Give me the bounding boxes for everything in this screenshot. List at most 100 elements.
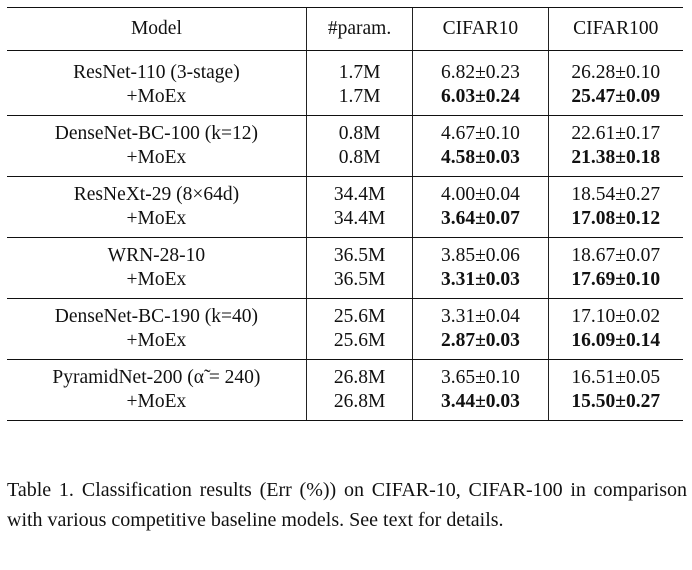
cell-cifar100: 21.38±0.18 <box>547 146 683 177</box>
cell-model: +MoEx <box>7 390 307 421</box>
cell-params-value: 34.4M <box>333 184 386 205</box>
cell-params: 1.7M <box>305 85 413 116</box>
cell-cifar10-value: 3.31±0.04 <box>440 306 520 327</box>
cell-cifar10: 4.67±0.10 <box>412 115 549 146</box>
table-row: DenseNet-BC-100 (k=12) 0.8M 4.67±0.10 22.61… <box>7 115 683 147</box>
cell-cifar100-value: 22.61±0.17 <box>571 123 661 144</box>
table-group: DenseNet-BC-190 (k=40) 25.6M 3.31±0.04 17.1… <box>7 298 683 360</box>
cell-model-value: ResNeXt-29 (8×64d) <box>73 184 240 205</box>
cell-cifar100: 25.47±0.09 <box>547 85 683 116</box>
header-model: Model <box>7 7 307 51</box>
cell-cifar10: 3.31±0.03 <box>412 268 549 299</box>
cell-cifar10-value: 3.44±0.03 <box>440 391 520 412</box>
cell-cifar100: 17.08±0.12 <box>547 207 683 238</box>
cell-cifar10: 3.44±0.03 <box>412 390 549 421</box>
cell-params-value: 25.6M <box>333 330 386 351</box>
cell-cifar10-value: 3.65±0.10 <box>440 367 520 388</box>
cell-cifar10: 6.03±0.24 <box>412 85 549 116</box>
cell-cifar10: 3.64±0.07 <box>412 207 549 238</box>
cell-cifar10: 2.87±0.03 <box>412 329 549 360</box>
cell-cifar10-value: 3.31±0.03 <box>440 269 520 290</box>
header-params: #param. <box>305 7 413 51</box>
cell-model-value: DenseNet-BC-100 (k=12) <box>54 123 259 144</box>
cell-cifar100: 17.10±0.02 <box>547 298 683 329</box>
cell-model-value: +MoEx <box>126 86 187 107</box>
cell-cifar100: 18.67±0.07 <box>547 237 683 268</box>
cell-params-value: 0.8M <box>338 147 381 168</box>
cell-params: 1.7M <box>305 50 413 85</box>
cell-cifar100-value: 16.51±0.05 <box>571 367 661 388</box>
cell-params: 26.8M <box>305 359 413 390</box>
cell-cifar10: 6.82±0.23 <box>412 50 549 85</box>
cell-cifar10-value: 4.67±0.10 <box>440 123 520 144</box>
table-row: ResNet-110 (3-stage) 1.7M 6.82±0.23 26.28±0… <box>7 50 683 85</box>
table-row: +MoEx 1.7M 6.03±0.24 25.47±0.09 <box>7 85 683 116</box>
cell-cifar100-value: 18.54±0.27 <box>571 184 661 205</box>
cell-params: 34.4M <box>305 176 413 207</box>
cell-model: PyramidNet-200 (α̃ = 240) <box>7 360 306 391</box>
table-row: +MoEx 0.8M 4.58±0.03 21.38±0.18 <box>7 146 683 177</box>
cell-cifar100: 26.28±0.10 <box>547 50 683 85</box>
table-row: +MoEx 26.8M 3.44±0.03 15.50±0.27 <box>7 390 683 421</box>
cell-model-value: ResNet-110 (3-stage) <box>73 62 240 83</box>
table-group: DenseNet-BC-100 (k=12) 0.8M 4.67±0.10 22.61… <box>7 115 683 177</box>
cell-params-value: 1.7M <box>338 62 381 83</box>
table-group: PyramidNet-200 (α̃ = 240) 26.8M 3.65±0.10 1… <box>7 359 683 421</box>
cell-cifar10-value: 3.85±0.06 <box>440 245 520 266</box>
cell-cifar10: 4.00±0.04 <box>412 176 549 207</box>
cell-cifar10: 3.65±0.10 <box>412 359 549 390</box>
table-caption: Table 1. Classification results (Err (%))… <box>7 475 687 535</box>
cell-cifar10-value: 3.64±0.07 <box>440 208 520 229</box>
cell-cifar10: 3.85±0.06 <box>412 237 549 268</box>
cell-cifar100-value: 15.50±0.27 <box>571 391 661 412</box>
caption-text: Classification results (Err (%)) on CIFA… <box>7 479 687 531</box>
cell-params-value: 25.6M <box>333 306 386 327</box>
cell-params: 26.8M <box>305 390 413 421</box>
cell-model: ResNet-110 (3-stage) <box>7 50 307 85</box>
cell-params: 36.5M <box>305 237 413 268</box>
cell-model: +MoEx <box>7 85 307 116</box>
cell-model-value: +MoEx <box>126 208 187 229</box>
cell-params-value: 26.8M <box>333 367 386 388</box>
cell-model: WRN-28-10 <box>7 238 306 269</box>
cell-cifar100-value: 18.67±0.07 <box>571 245 661 266</box>
cell-model: +MoEx <box>7 207 307 238</box>
cell-cifar100-value: 21.38±0.18 <box>571 147 661 168</box>
caption-label: Table 1. <box>7 479 74 501</box>
cell-model-value: +MoEx <box>126 147 187 168</box>
cell-model: +MoEx <box>7 146 307 177</box>
cell-params-value: 34.4M <box>333 208 386 229</box>
table-row: +MoEx 36.5M 3.31±0.03 17.69±0.10 <box>7 268 683 299</box>
cell-model-value: +MoEx <box>126 269 187 290</box>
cell-model: +MoEx <box>7 268 307 299</box>
cell-params: 25.6M <box>305 298 413 329</box>
cell-model: DenseNet-BC-100 (k=12) <box>7 116 306 147</box>
header-cifar100: CIFAR100 <box>547 7 683 51</box>
table-group: ResNeXt-29 (8×64d) 34.4M 4.00±0.04 18.54±0.… <box>7 176 683 238</box>
table-group: WRN-28-10 36.5M 3.85±0.06 18.67±0.07 +MoEx 36… <box>7 237 683 299</box>
table-row: +MoEx 25.6M 2.87±0.03 16.09±0.14 <box>7 329 683 360</box>
cell-cifar100: 22.61±0.17 <box>547 115 683 146</box>
table-row: +MoEx 34.4M 3.64±0.07 17.08±0.12 <box>7 207 683 238</box>
cell-cifar100-value: 17.08±0.12 <box>571 208 661 229</box>
cell-params: 25.6M <box>305 329 413 360</box>
cell-cifar100-value: 17.10±0.02 <box>571 306 661 327</box>
cell-cifar100: 16.51±0.05 <box>547 359 683 390</box>
cell-cifar100: 17.69±0.10 <box>547 268 683 299</box>
cell-cifar10: 4.58±0.03 <box>412 146 549 177</box>
cell-cifar100: 18.54±0.27 <box>547 176 683 207</box>
cell-cifar100-value: 16.09±0.14 <box>571 330 661 351</box>
cell-cifar10-value: 2.87±0.03 <box>440 330 520 351</box>
cell-model-value: DenseNet-BC-190 (k=40) <box>54 306 259 327</box>
cell-cifar100-value: 17.69±0.10 <box>571 269 661 290</box>
cell-cifar100-value: 26.28±0.10 <box>571 62 661 83</box>
cell-model-value: +MoEx <box>126 391 187 412</box>
cell-cifar10-value: 6.82±0.23 <box>440 62 520 83</box>
cell-cifar10: 3.31±0.04 <box>412 298 549 329</box>
cell-params-value: 26.8M <box>333 391 386 412</box>
table-header-row: Model #param. CIFAR10 CIFAR100 <box>7 7 683 51</box>
cell-model: ResNeXt-29 (8×64d) <box>7 177 306 208</box>
cell-params: 0.8M <box>305 146 413 177</box>
cell-model-value: WRN-28-10 <box>107 245 206 266</box>
